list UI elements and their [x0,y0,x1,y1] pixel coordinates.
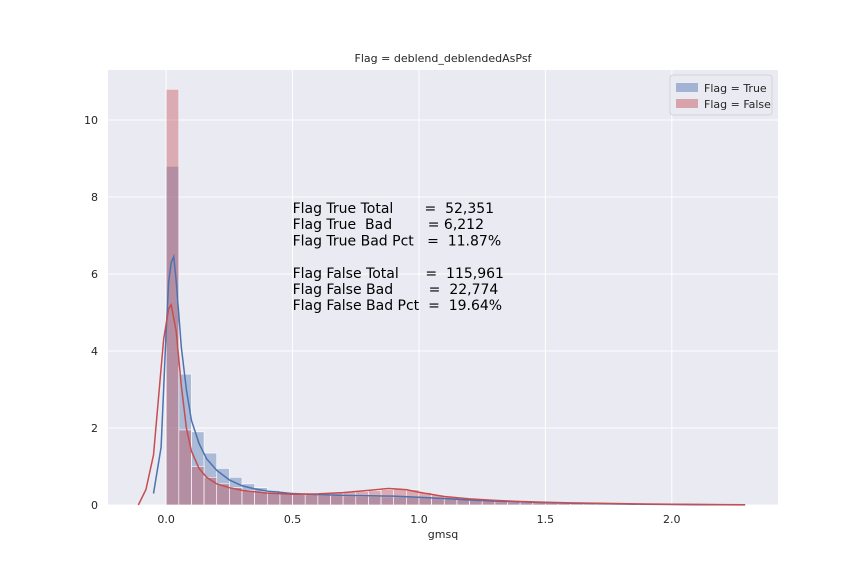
histogram-bars [165,88,748,506]
x-tick-label: 1.5 [537,513,555,526]
y-tick-label: 6 [91,268,98,281]
y-tick-label: 8 [91,191,98,204]
annotation-line: Flag True Bad Pct = 11.87% [293,233,502,249]
hist-bar [254,491,268,506]
hist-bar [292,493,306,506]
x-tick-label: 1.0 [410,513,428,526]
y-tick-label: 2 [91,422,98,435]
y-tick-label: 0 [91,499,98,512]
annotation-line: Flag False Bad Pct = 19.64% [293,298,503,314]
chart-title: Flag = deblend_deblendedAsPsf [355,52,533,65]
legend-swatch [676,83,698,92]
annotation-line: Flag False Total = 115,961 [293,266,504,282]
legend: Flag = True Flag = False [669,74,773,116]
annotation-line: Flag True Bad = 6,212 [293,217,484,233]
hist-bar [380,489,394,506]
annotation-line: Flag False Bad = 22,774 [293,282,499,298]
x-tick-label: 2.0 [663,513,681,526]
kde-line-1 [137,302,746,506]
x-tick-label: 0.0 [157,513,175,526]
hist-bar [241,490,255,506]
y-tick-labels: 0 2 4 6 8 10 [84,114,98,512]
legend-swatch [676,99,698,108]
hist-bar [304,493,319,506]
hist-bar [355,491,369,506]
legend-label: Flag = True [704,82,767,95]
legend-box [669,74,773,116]
y-tick-label: 10 [84,114,98,127]
y-tick-label: 4 [91,345,98,358]
x-tick-labels: 0.0 0.5 1.0 1.5 2.0 [157,513,680,526]
plot-area [108,70,778,505]
hist-bar [266,492,281,506]
hist-bar [279,493,293,506]
kde-lines [137,253,746,506]
hist-bar [342,491,357,506]
x-axis-title: gmsq [428,528,458,541]
x-tick-label: 0.5 [284,513,302,526]
hist-bar [368,490,382,506]
annotation-line: Flag True Total = 52,351 [293,201,495,217]
legend-label: Flag = False [704,98,771,111]
hist-bar [203,476,218,506]
hist-bar [165,88,180,506]
